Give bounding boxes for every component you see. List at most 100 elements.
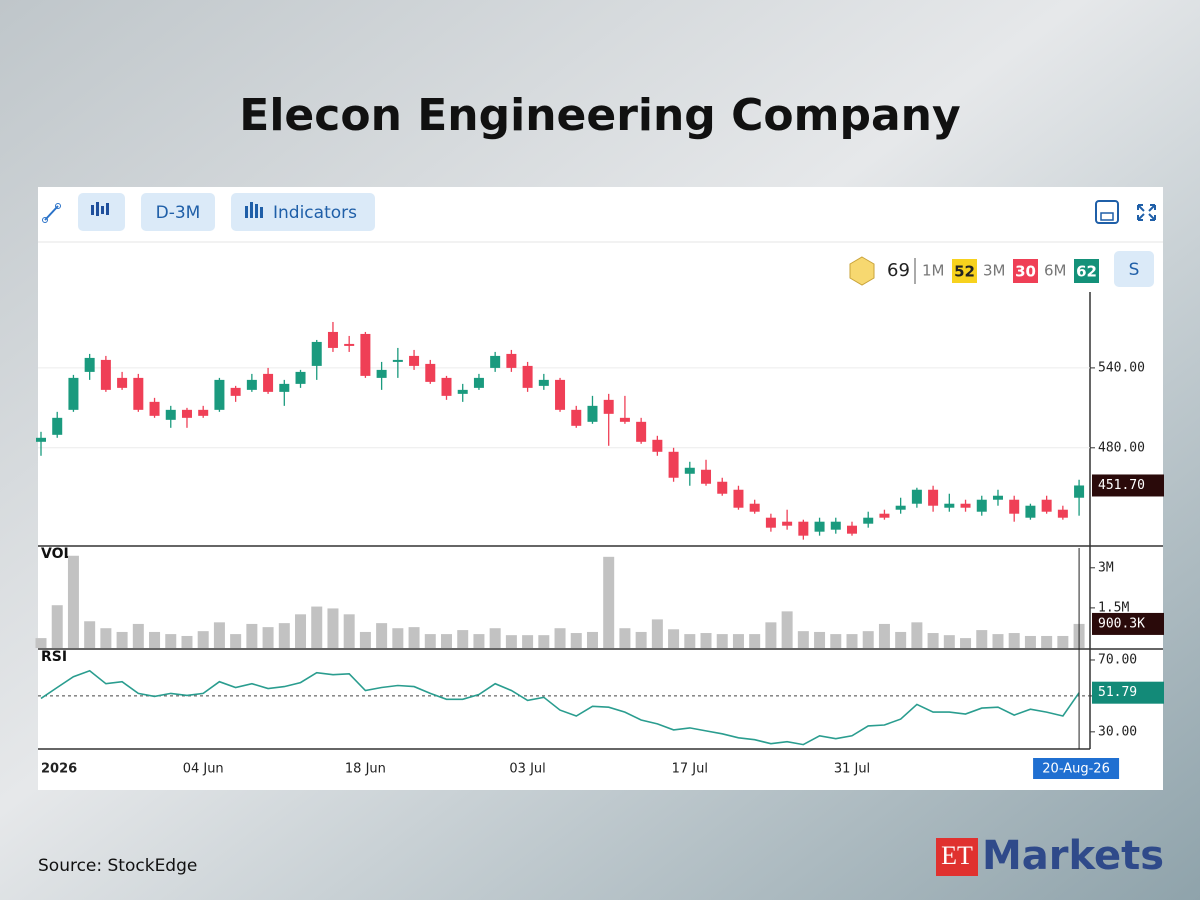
- candle-body: [263, 373, 274, 392]
- volume-bar: [716, 634, 728, 648]
- rating-badge: [1074, 259, 1099, 283]
- last-value-tag: [1092, 612, 1164, 635]
- expand-icon[interactable]: [1137, 204, 1156, 221]
- candle-body: [230, 387, 241, 396]
- candle-body: [960, 503, 971, 508]
- x-tick-label: 31 Jul: [834, 762, 870, 777]
- candle-body: [295, 371, 306, 384]
- candle-body: [798, 521, 809, 536]
- candle-body: [555, 379, 566, 410]
- candle-body: [944, 503, 955, 508]
- candle-body: [1074, 485, 1085, 498]
- rating-periods: 1M 52 3M 30 6M 62: [922, 259, 1099, 283]
- volume-bar: [473, 634, 485, 648]
- candle-body: [522, 365, 533, 388]
- candle-body: [1009, 499, 1020, 514]
- source-note: Source: StockEdge: [38, 856, 197, 876]
- candle-body: [992, 495, 1003, 500]
- last-value-label: 51.79: [1098, 685, 1137, 700]
- volume-bar: [586, 631, 598, 648]
- candle-body: [782, 521, 793, 526]
- candle-body: [52, 417, 63, 435]
- volume-bar: [165, 634, 177, 648]
- draw-tool-icon[interactable]: [44, 205, 59, 221]
- panel-title: RSI: [41, 649, 67, 665]
- candle-body: [928, 489, 939, 506]
- volume-bar: [1057, 635, 1069, 648]
- candle-body: [571, 409, 582, 426]
- volume-bar: [295, 614, 307, 648]
- volume-bar: [246, 623, 258, 648]
- volume-bar: [814, 631, 826, 648]
- last-value-label: 900.3K: [1098, 616, 1145, 631]
- s-button[interactable]: [1114, 251, 1154, 287]
- y-tick-label: 30.00: [1098, 724, 1137, 739]
- volume-bar: [424, 634, 436, 648]
- volume-bar: [619, 628, 631, 648]
- candle-body: [717, 481, 728, 494]
- x-tick-label: 17 Jul: [672, 762, 708, 777]
- plot: 2026 04 Jun 18 Jun 03 Jul 17 Jul 31 Jul 20-Aug…: [35, 321, 1164, 779]
- volume-bar: [116, 631, 128, 648]
- indicators-label: Indicators: [273, 203, 357, 223]
- rating-icon: [849, 256, 875, 286]
- y-tick-label: 70.00: [1098, 652, 1137, 667]
- volume-bar: [51, 605, 63, 648]
- volume-bar: [408, 627, 420, 648]
- candle-body: [133, 377, 144, 410]
- candle-icon: [91, 202, 109, 216]
- volume-bar: [927, 633, 939, 648]
- volume-bar: [67, 555, 79, 648]
- volume-bar: [230, 634, 242, 648]
- candle-body: [652, 439, 663, 452]
- candle-body: [490, 355, 501, 368]
- candle-body: [587, 405, 598, 422]
- volume-bar: [392, 628, 404, 648]
- candle-body: [327, 331, 338, 348]
- x-tick-highlight: [1033, 758, 1120, 779]
- candle-body: [36, 437, 46, 442]
- volume-bar: [311, 606, 323, 648]
- volume-bar: [781, 611, 793, 648]
- save-icon[interactable]: [1095, 200, 1119, 224]
- volume-bar: [441, 634, 452, 648]
- candle-body: [392, 359, 403, 362]
- interval-button[interactable]: [141, 193, 215, 231]
- volume-bar: [895, 631, 907, 648]
- volume-bar: [35, 638, 47, 648]
- candle-body: [84, 357, 95, 372]
- x-tick-label: 04 Jun: [183, 762, 224, 777]
- volume-bar: [100, 628, 112, 648]
- volume-bar: [976, 630, 988, 648]
- candle-body: [749, 503, 760, 512]
- candle-body: [279, 383, 290, 392]
- s-button-label: S: [1129, 260, 1140, 280]
- candle-body: [473, 377, 484, 388]
- volume-bar: [830, 634, 842, 648]
- indicators-button[interactable]: [231, 193, 375, 231]
- volume-bar: [684, 634, 696, 648]
- volume-bar: [570, 633, 582, 648]
- volume-bar: [213, 622, 225, 648]
- volume-bar: [132, 623, 144, 648]
- candle-body: [376, 369, 387, 378]
- last-value-tag: [1092, 681, 1164, 704]
- volume-bar: [862, 631, 874, 648]
- candle-body: [538, 379, 549, 386]
- volume-bar: [992, 634, 1004, 648]
- panel-title: VOL: [41, 546, 72, 562]
- logo-et-box: [936, 838, 978, 876]
- y-tick-label: 540.00: [1098, 360, 1145, 375]
- volume-bar: [943, 635, 955, 648]
- candle-body: [911, 489, 922, 504]
- volume-bar: [522, 635, 534, 648]
- x-tick-label: 20-Aug-26: [1042, 762, 1110, 777]
- rating-score: 69: [887, 260, 910, 281]
- rating-period-label: 1M: [922, 262, 945, 280]
- rsi-line: [40, 669, 1080, 746]
- y-tick-label: 1.5M: [1098, 600, 1129, 615]
- last-value-label: 451.70: [1098, 478, 1145, 493]
- volume-bar: [668, 629, 680, 648]
- volume-bar: [749, 634, 761, 648]
- candle-body: [149, 401, 160, 416]
